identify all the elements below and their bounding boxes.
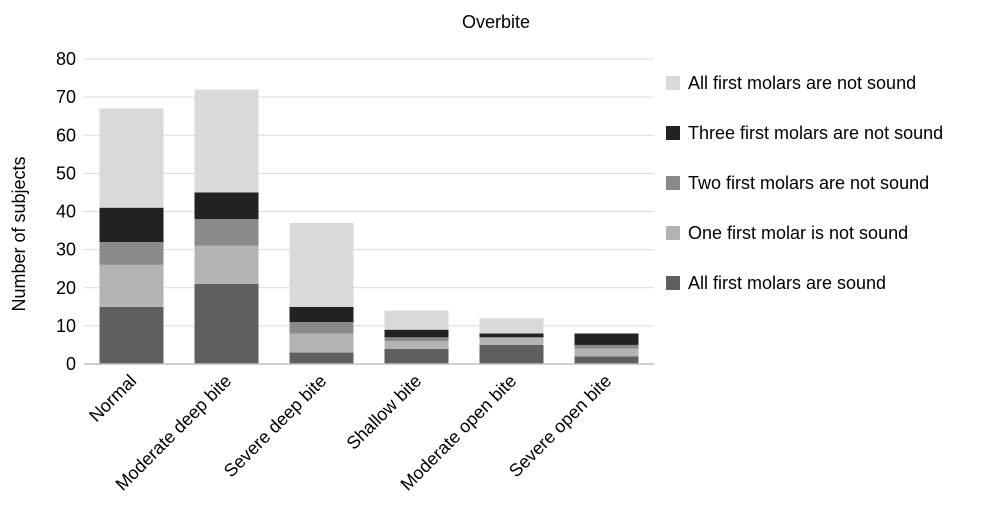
bar-segment (99, 108, 164, 208)
x-tick-label: Shallow bite (343, 371, 426, 454)
bar-segment (479, 333, 544, 338)
bar-segment (289, 222, 354, 307)
legend-label: One first molar is not sound (688, 223, 908, 243)
bar-segment (289, 352, 354, 364)
y-tick-label: 10 (56, 316, 76, 336)
bar-segment (384, 310, 449, 330)
legend-label: Three first molars are not sound (688, 123, 943, 143)
legend-swatch (666, 126, 680, 140)
bar-segment (99, 242, 164, 265)
bar-segment (384, 341, 449, 349)
grid-lines (84, 58, 654, 327)
x-tick-label: Severe open bite (505, 371, 615, 481)
bar-segment (384, 348, 449, 364)
legend-label: Two first molars are not sound (688, 173, 929, 193)
bar-segment (384, 337, 449, 342)
legend: All first molars are not sound Three firs… (666, 73, 943, 293)
y-tick-label: 60 (56, 125, 76, 145)
legend-swatch (666, 226, 680, 240)
bar-segment (194, 219, 259, 246)
y-tick-label: 80 (56, 49, 76, 69)
y-tick-label: 40 (56, 202, 76, 222)
bar-segment (194, 283, 259, 364)
bars (99, 89, 639, 364)
x-tick-label: Normal (85, 371, 140, 426)
bar-segment (289, 322, 354, 334)
y-tick-label: 0 (66, 354, 76, 374)
bar-segment (574, 356, 639, 364)
bar-segment (574, 344, 639, 349)
y-tick-label: 70 (56, 87, 76, 107)
bar-segment (289, 306, 354, 323)
x-tick-label: Severe deep bite (220, 371, 330, 481)
bar-segment (194, 245, 259, 284)
bar-segment (99, 306, 164, 364)
bar-segment (99, 264, 164, 307)
bar-segment (574, 333, 639, 345)
legend-swatch (666, 276, 680, 290)
bar-segment (479, 337, 544, 345)
bar-segment (384, 329, 449, 338)
legend-swatch (666, 176, 680, 190)
bar-segment (194, 89, 259, 193)
bar-segment (194, 192, 259, 220)
bar-segment (99, 207, 164, 242)
y-tick-label: 50 (56, 163, 76, 183)
bar-segment (479, 318, 544, 334)
y-axis-label: Number of subjects (9, 156, 29, 311)
legend-label: All first molars are sound (688, 273, 886, 293)
y-tick-label: 30 (56, 240, 76, 260)
legend-swatch (666, 76, 680, 90)
y-tick-label: 20 (56, 278, 76, 298)
bar-segment (289, 333, 354, 353)
bar-segment (479, 344, 544, 364)
chart-title: Overbite (462, 12, 530, 32)
bar-segment (574, 348, 639, 357)
legend-label: All first molars are not sound (688, 73, 916, 93)
